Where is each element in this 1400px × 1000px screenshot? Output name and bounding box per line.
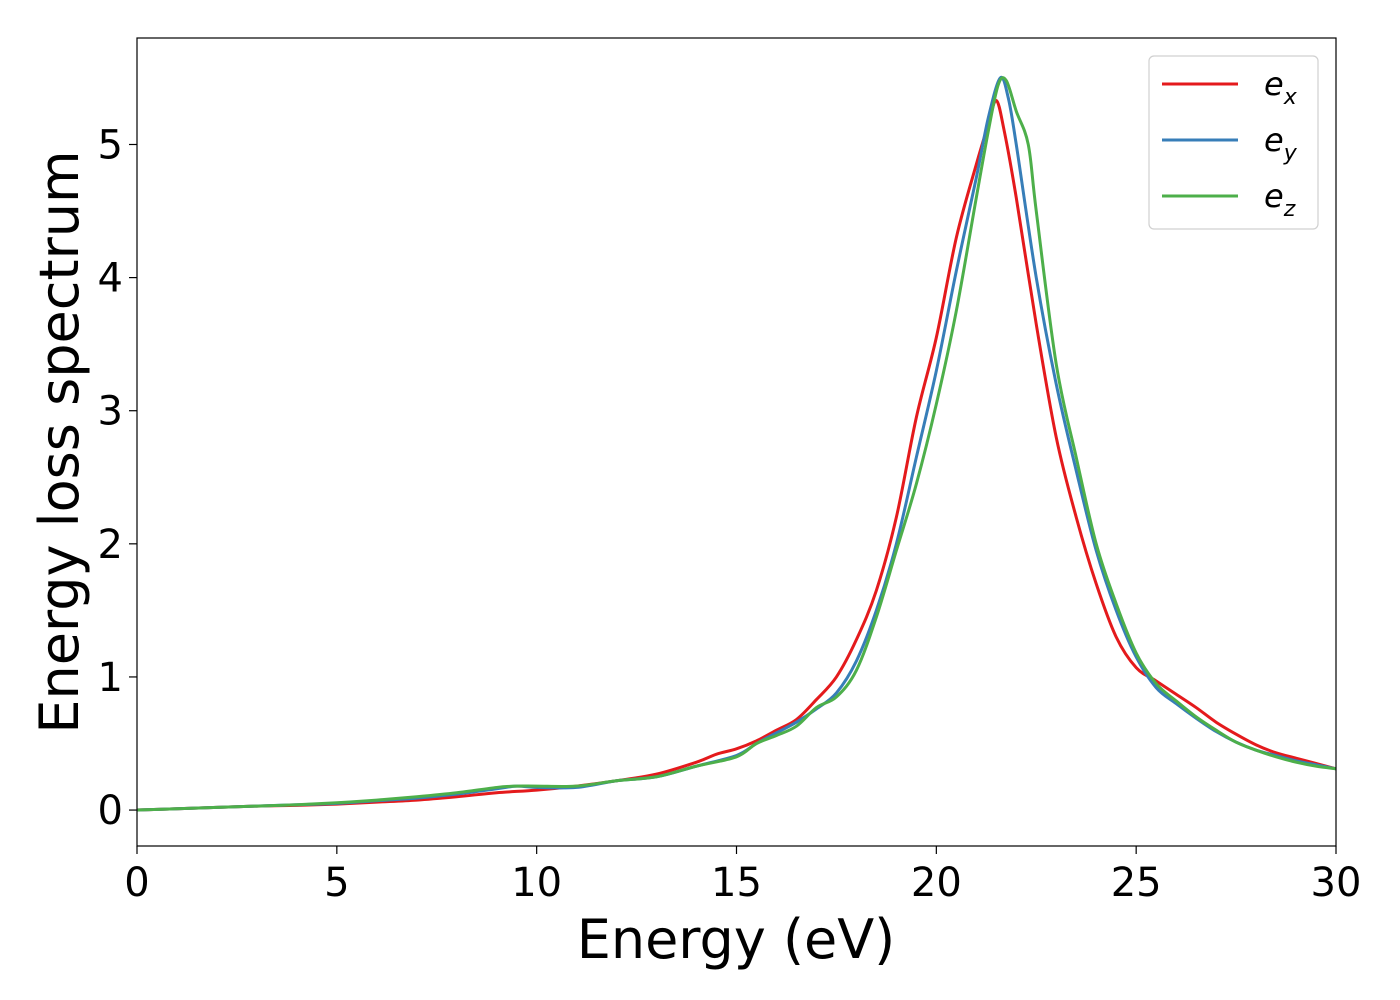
- legend-label-y: ey: [1264, 121, 1298, 166]
- x-tick-label: 10: [511, 860, 562, 906]
- legend-label-x: ex: [1264, 65, 1298, 110]
- plot-lines: [136, 75, 1337, 812]
- y-tick-label: 5: [98, 122, 123, 168]
- legend-label-z: ez: [1264, 177, 1296, 222]
- y-axis-ticks: 0 1 2 3 4 5: [98, 122, 137, 834]
- x-axis-label: Energy (eV): [577, 908, 896, 971]
- y-tick-label: 1: [98, 655, 123, 701]
- series-line-x: [136, 99, 1337, 812]
- y-tick-label: 4: [98, 256, 123, 302]
- x-tick-label: 20: [911, 860, 962, 906]
- x-tick-label: 30: [1311, 860, 1362, 906]
- x-tick-label: 0: [124, 860, 149, 906]
- y-tick-label: 0: [98, 788, 123, 834]
- y-tick-label: 2: [98, 522, 123, 568]
- x-tick-label: 25: [1111, 860, 1162, 906]
- legend: ex ey ez: [1148, 55, 1319, 230]
- y-tick-label: 3: [98, 389, 123, 435]
- y-axis-label: Energy loss spectrum: [28, 150, 91, 733]
- x-axis-ticks: 0 5 10 15 20 25 30: [124, 846, 1361, 906]
- x-tick-label: 5: [324, 860, 349, 906]
- x-tick-label: 15: [711, 860, 762, 906]
- series-line-z: [136, 76, 1337, 812]
- legend-frame: [1148, 55, 1319, 230]
